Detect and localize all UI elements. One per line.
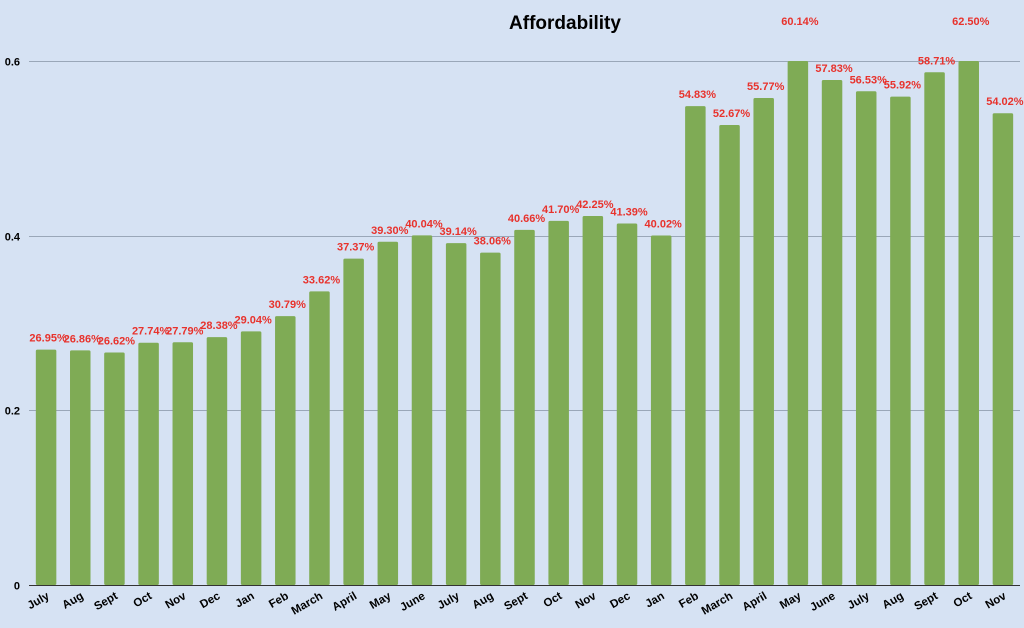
x-tick-label: June	[398, 590, 427, 614]
y-tick-label: 0.6	[5, 57, 20, 69]
x-tick-label: Sept	[912, 590, 940, 613]
bar	[821, 79, 843, 586]
data-label: 26.86%	[64, 333, 102, 345]
bar	[958, 61, 979, 585]
y-tick-label: 0	[14, 581, 20, 593]
bar	[104, 352, 125, 585]
data-label: 40.02%	[645, 218, 683, 230]
bar	[309, 291, 330, 585]
x-tick-label: Oct	[542, 590, 565, 610]
bar	[753, 97, 774, 585]
x-tick-label: July	[26, 590, 52, 612]
data-label: 39.30%	[371, 225, 409, 237]
data-label: 54.83%	[679, 89, 717, 101]
bar	[616, 223, 638, 585]
x-tick-label: April	[330, 590, 359, 613]
bars	[35, 61, 1014, 586]
bar	[480, 252, 501, 586]
data-label: 39.14%	[439, 226, 477, 238]
data-label: 57.83%	[815, 63, 853, 75]
data-label: 41.70%	[542, 204, 580, 216]
data-label: 42.25%	[576, 199, 614, 211]
bar	[719, 125, 740, 586]
x-tick-label: May	[778, 590, 804, 612]
x-tick-label: July	[436, 590, 462, 612]
bar	[548, 220, 569, 585]
data-label: 29.04%	[234, 314, 272, 326]
data-label: 33.62%	[303, 274, 341, 286]
bar	[582, 216, 604, 585]
y-tick-label: 0.2	[5, 406, 20, 418]
bar	[890, 96, 911, 586]
data-label: 62.50%	[952, 16, 990, 28]
x-tick-label: Aug	[470, 590, 495, 612]
data-label: 55.92%	[884, 80, 922, 92]
data-label: 52.67%	[713, 108, 751, 120]
x-tick-label: June	[808, 590, 837, 614]
bar	[240, 331, 262, 585]
x-tick-label: Dec	[198, 590, 223, 611]
bar	[377, 241, 399, 585]
data-label: 26.62%	[98, 336, 136, 348]
data-label: 56.53%	[850, 74, 888, 86]
data-label: 27.74%	[132, 326, 170, 338]
data-label: 30.79%	[269, 299, 307, 311]
bar	[650, 235, 672, 585]
x-tick-label: Nov	[574, 590, 599, 612]
bar	[35, 349, 57, 585]
x-tick-label: Aug	[60, 590, 85, 612]
x-tick-label: Sept	[502, 590, 530, 613]
data-label: 40.66%	[508, 213, 546, 225]
data-label: 55.77%	[747, 81, 785, 93]
bar	[685, 106, 706, 585]
x-tick-label: Sept	[92, 590, 120, 613]
bar	[70, 350, 91, 585]
y-tick-label: 0.4	[5, 232, 21, 244]
data-label: 26.95%	[29, 333, 67, 345]
x-tick-label: Dec	[608, 590, 633, 611]
data-label: 40.04%	[405, 218, 443, 230]
x-tick-label: Nov	[163, 590, 188, 612]
x-tick-label: Oct	[132, 590, 155, 610]
bar	[787, 61, 809, 585]
data-labels: 26.95%26.86%26.62%27.74%27.79%28.38%29.0…	[29, 16, 1023, 348]
data-label: 37.37%	[337, 242, 375, 254]
x-tick-label: Feb	[267, 590, 291, 611]
x-tick-label: April	[741, 590, 770, 613]
data-label: 60.14%	[781, 16, 819, 28]
data-label: 54.02%	[986, 96, 1024, 108]
data-label: 38.06%	[474, 236, 512, 248]
bar	[172, 342, 194, 585]
x-tick-label: Feb	[677, 590, 701, 611]
data-label: 41.39%	[610, 207, 648, 219]
x-tick-label: Oct	[952, 590, 975, 610]
x-tick-label: July	[846, 590, 872, 612]
x-tick-label: March	[290, 590, 325, 617]
x-tick-label: March	[700, 590, 735, 617]
bar	[445, 243, 467, 585]
data-label: 28.38%	[200, 320, 238, 332]
bar	[206, 337, 228, 585]
bar	[411, 235, 433, 586]
y-axis-ticks: 0 0.2 0.4 0.6	[5, 57, 21, 593]
bar	[138, 342, 159, 585]
x-tick-label: Jan	[644, 590, 667, 610]
bar	[992, 113, 1014, 585]
x-tick-label: Jan	[233, 590, 256, 610]
data-label: 58.71%	[918, 55, 956, 67]
bar	[514, 229, 535, 586]
chart-title: Affordability	[509, 13, 621, 34]
bar	[343, 258, 364, 585]
x-tick-label: Nov	[984, 590, 1009, 612]
x-tick-label: May	[368, 590, 394, 612]
bar	[924, 72, 945, 586]
data-label: 27.79%	[166, 325, 204, 337]
x-tick-label: Aug	[881, 590, 906, 612]
bar	[855, 91, 877, 586]
bar	[275, 316, 296, 585]
